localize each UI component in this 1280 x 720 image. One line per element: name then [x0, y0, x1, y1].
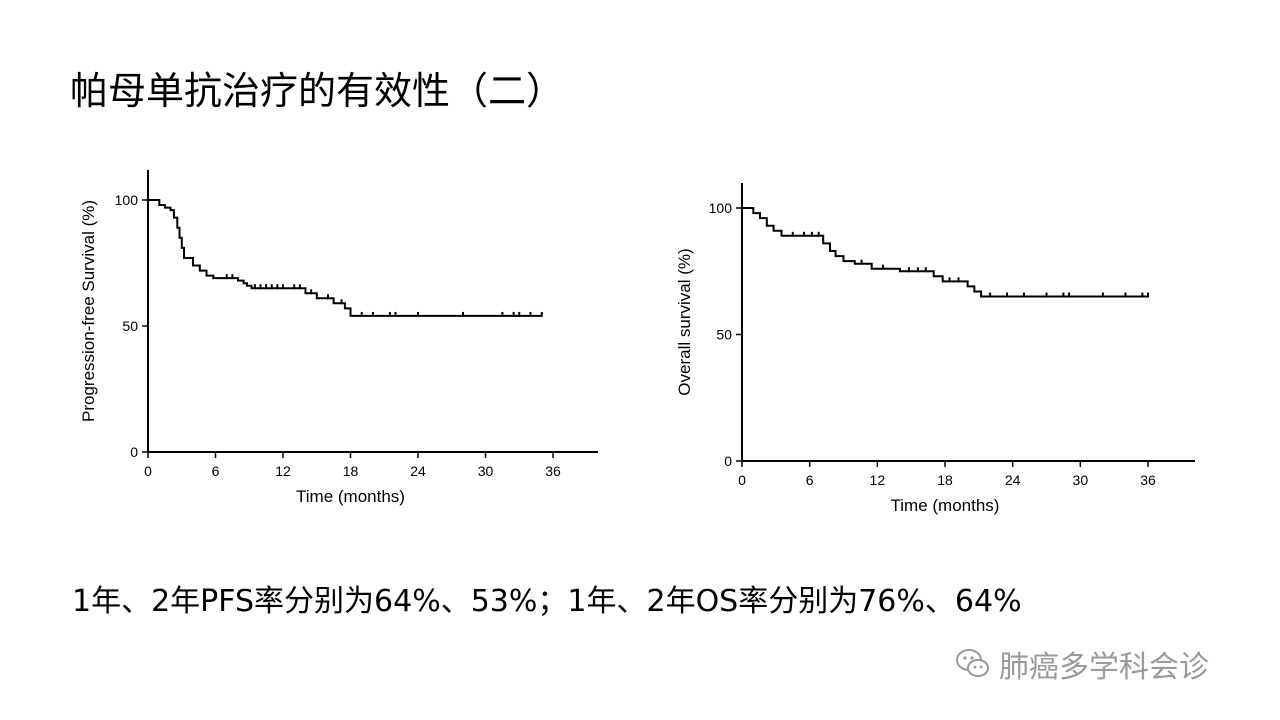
x-tick-label: 18 [937, 472, 953, 488]
survival-charts: 0 6 12 18 24 30 36 0 50 100 Time (months) Progressi… [79, 170, 1195, 515]
x-tick-label: 36 [1140, 472, 1156, 488]
y-tick-label: 50 [716, 327, 732, 343]
y-axis-title: Progression-free Survival (%) [79, 200, 98, 422]
survival-curve [148, 199, 542, 317]
x-tick-label: 12 [870, 472, 886, 488]
y-tick-label: 0 [724, 453, 732, 469]
x-tick-label: 24 [1005, 472, 1021, 488]
x-tick-label: 0 [738, 472, 746, 488]
x-tick-label: 18 [343, 463, 359, 479]
x-tick-label: 0 [144, 463, 152, 479]
x-tick-label: 30 [1073, 472, 1089, 488]
x-tick-label: 24 [410, 463, 426, 479]
summary-text: 1年、2年PFS率分别为64%、53%；1年、2年OS率分别为76%、64% [72, 584, 1022, 619]
x-tick-label: 6 [212, 463, 220, 479]
x-tick-label: 36 [545, 463, 561, 479]
x-tick-label: 6 [806, 472, 814, 488]
os-chart: 0 6 12 18 24 30 36 0 50 100 Time (months) Overall s… [675, 183, 1195, 515]
watermark: 肺癌多学科会诊 [955, 642, 1209, 686]
x-tick-label: 30 [478, 463, 494, 479]
y-tick-label: 100 [709, 200, 733, 216]
survival-curve [742, 207, 1148, 298]
y-axis-title: Overall survival (%) [675, 248, 694, 395]
x-axis-title: Time (months) [296, 487, 405, 506]
wechat-icon [956, 649, 989, 677]
pfs-chart: 0 6 12 18 24 30 36 0 50 100 Time (months) Progressi… [79, 170, 598, 506]
x-axis-title: Time (months) [891, 496, 1000, 515]
y-tick-label: 0 [130, 444, 138, 460]
slide-title: 帕母单抗治疗的有效性（二） [70, 69, 565, 113]
x-tick-label: 12 [275, 463, 291, 479]
y-tick-label: 50 [122, 318, 138, 334]
y-tick-label: 100 [115, 192, 139, 208]
watermark-label: 肺癌多学科会诊 [999, 650, 1209, 685]
